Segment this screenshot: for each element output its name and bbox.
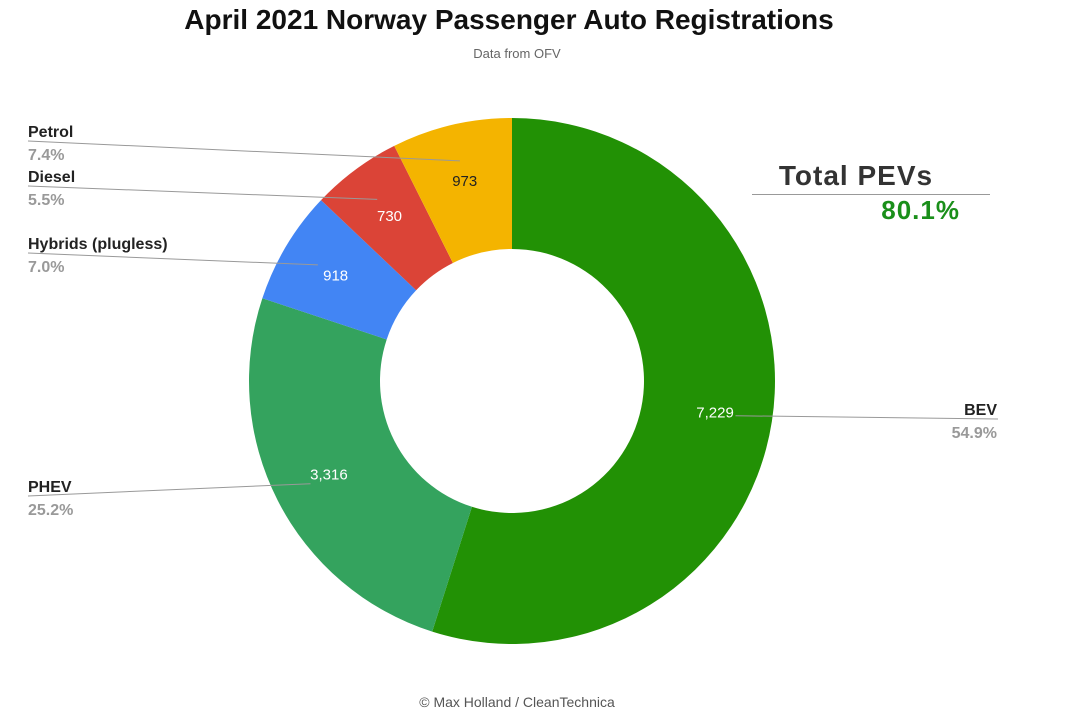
percent-diesel: 5.5% — [28, 192, 64, 209]
total-pevs-callout: Total PEVs 80.1% — [752, 160, 990, 226]
total-pevs-label: Total PEVs — [752, 160, 990, 195]
label-bev: BEV — [964, 402, 997, 419]
chart-subtitle: Data from OFV — [473, 46, 561, 61]
leader-diesel — [27, 185, 378, 200]
leader-petrol — [27, 140, 460, 162]
percent-petrol: 7.4% — [28, 147, 64, 164]
percent-hybrids-plugless: 7.0% — [28, 259, 64, 276]
slice-diesel — [321, 145, 453, 291]
slice-value-phev: 3,316 — [310, 466, 348, 483]
label-phev: PHEV — [28, 479, 72, 496]
slice-phev — [249, 298, 472, 632]
leader-phev — [27, 483, 311, 497]
percent-bev: 54.9% — [952, 425, 997, 442]
label-diesel: Diesel — [28, 169, 75, 186]
slice-hybrids-plugless — [262, 200, 417, 340]
chart-title: April 2021 Norway Passenger Auto Registr… — [184, 4, 834, 35]
total-pevs-value: 80.1% — [881, 195, 960, 225]
leader-hybrids-plugless — [27, 252, 318, 266]
label-petrol: Petrol — [28, 124, 73, 141]
slice-bev — [432, 118, 776, 644]
slice-value-diesel: 730 — [377, 208, 402, 225]
leader-bev — [735, 415, 999, 420]
slice-value-bev: 7,229 — [696, 405, 734, 422]
slice-value-petrol: 973 — [452, 173, 477, 190]
percent-phev: 25.2% — [28, 502, 73, 519]
label-hybrids-plugless: Hybrids (plugless) — [28, 236, 168, 253]
slice-value-hybrids-plugless: 918 — [323, 268, 348, 285]
credit-footer: © Max Holland / CleanTechnica — [419, 694, 615, 710]
slice-petrol — [394, 118, 512, 263]
